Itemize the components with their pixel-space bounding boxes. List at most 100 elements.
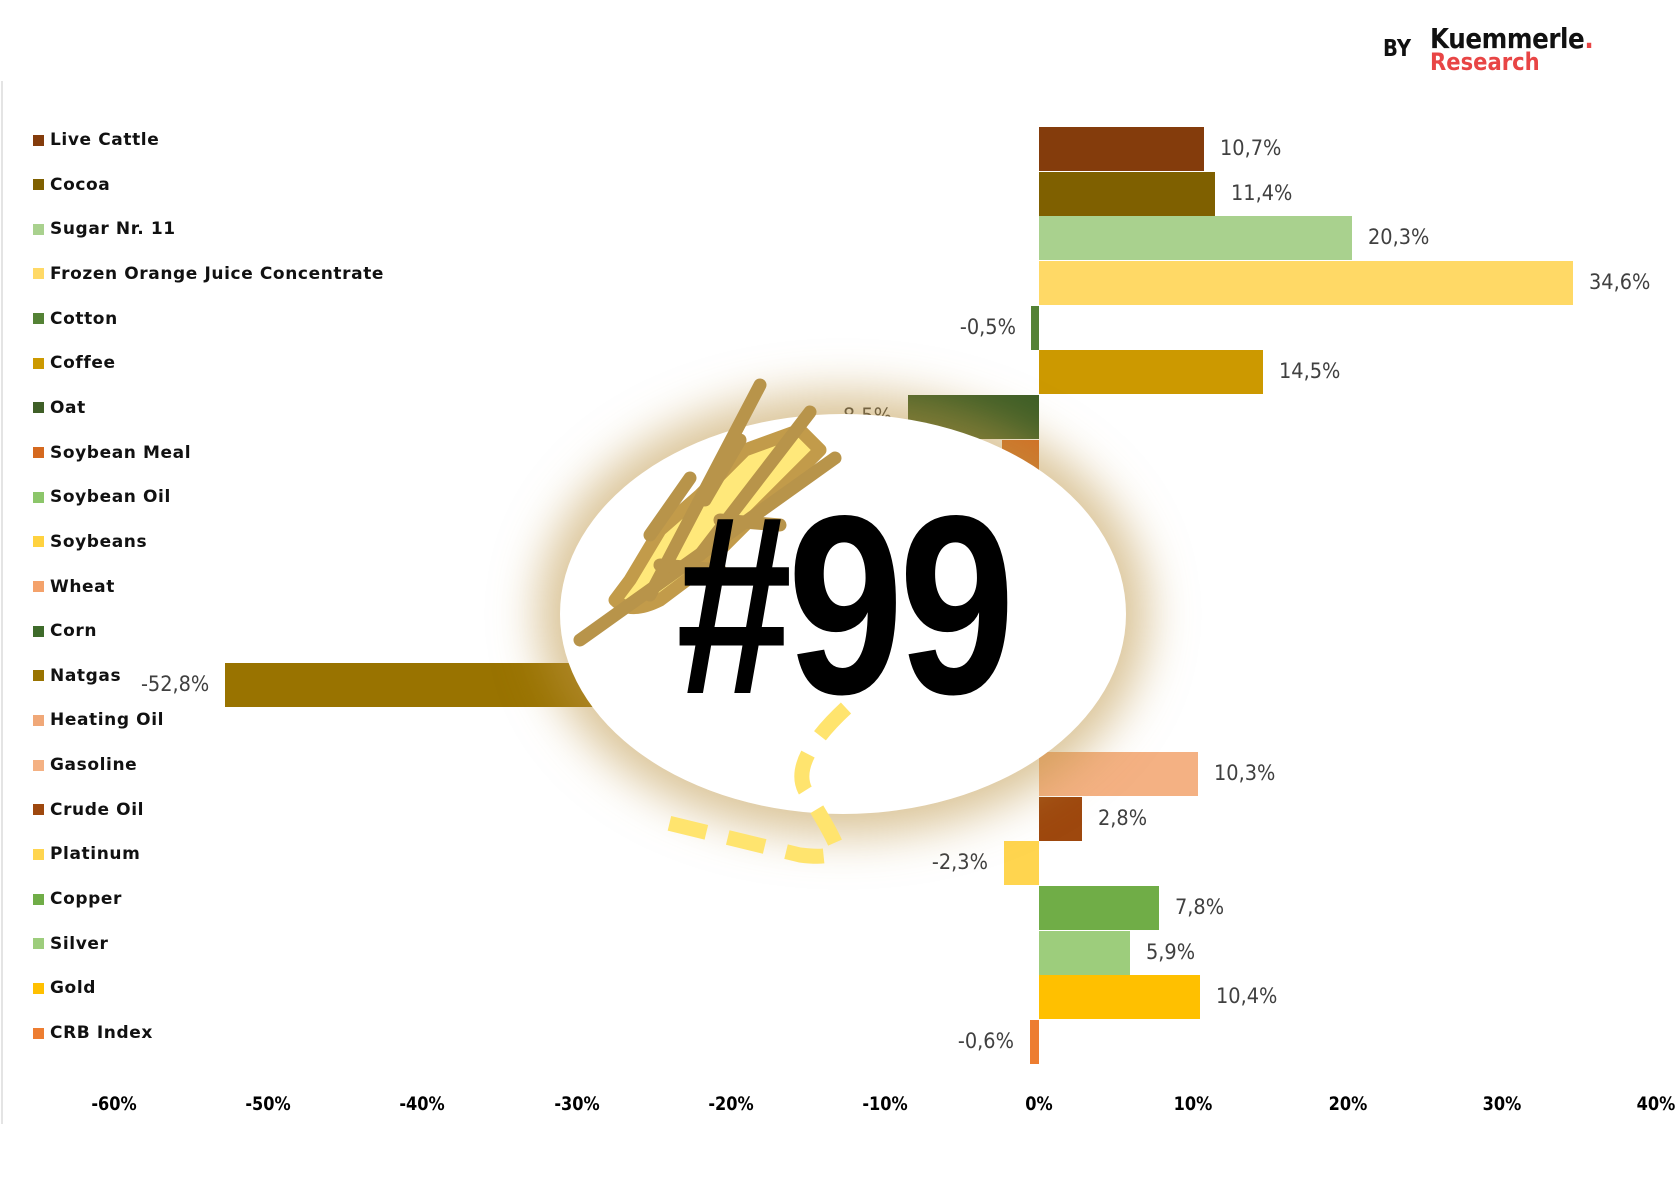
legend-item: Silver <box>33 932 109 956</box>
x-tick-label: 30% <box>1482 1093 1522 1115</box>
badge-number: #99 <box>676 463 1015 748</box>
legend-item: Cotton <box>33 307 118 331</box>
data-label: 10,7% <box>1220 136 1282 160</box>
bar <box>1039 216 1353 261</box>
logo-dot: . <box>1584 22 1594 55</box>
x-tick-label: 40% <box>1636 1093 1676 1115</box>
bar <box>1039 752 1198 797</box>
legend-item: Soybean Meal <box>33 441 191 465</box>
legend-swatch <box>33 982 44 994</box>
x-tick-label: -40% <box>399 1093 446 1115</box>
bar <box>1003 841 1040 886</box>
legend-swatch <box>33 402 44 414</box>
legend-item: Sugar Nr. 11 <box>33 217 176 241</box>
legend-swatch <box>33 804 44 816</box>
data-label: 10,3% <box>1214 761 1276 786</box>
legend-item: Copper <box>33 887 122 911</box>
legend-swatch <box>33 313 44 325</box>
legend-label: Wheat <box>50 576 115 597</box>
legend-item: CRB Index <box>33 1021 153 1045</box>
legend-label: Heating Oil <box>50 710 165 731</box>
legend-item: Crude Oil <box>33 798 144 822</box>
legend-label: Frozen Orange Juice Concentrate <box>50 263 385 284</box>
legend-swatch <box>33 670 44 682</box>
frame-border <box>1 81 3 1124</box>
bar <box>1029 1020 1040 1064</box>
data-label: -52,8% <box>140 671 210 696</box>
legend-swatch <box>33 179 44 191</box>
legend-label: Soybean Oil <box>50 487 171 508</box>
logo-sub: Research <box>1430 48 1540 76</box>
data-label: -0,5% <box>959 314 1016 339</box>
logo-name-text: Kuemmerle <box>1430 22 1585 55</box>
legend-swatch <box>33 581 44 592</box>
legend-label: Coffee <box>50 353 116 374</box>
legend-label: Platinum <box>50 844 141 865</box>
legend-swatch <box>33 1027 44 1039</box>
legend-item: Cocoa <box>33 173 110 197</box>
legend-item: Wheat <box>33 575 115 599</box>
legend-item: Soybeans <box>33 530 147 554</box>
bar <box>1031 305 1040 350</box>
x-tick-label: -10% <box>862 1093 908 1115</box>
legend-swatch <box>33 893 44 905</box>
legend-item: Platinum <box>33 842 140 866</box>
logo-by: BY <box>1383 36 1411 62</box>
legend-swatch <box>33 357 44 369</box>
bar <box>1039 171 1215 216</box>
data-label: -2,3% <box>931 850 988 875</box>
legend-item: Soybean Oil <box>33 485 171 509</box>
data-label: 2,8% <box>1098 805 1148 830</box>
legend-swatch <box>33 848 44 860</box>
bar <box>1039 930 1131 975</box>
legend-label: Crude Oil <box>50 799 145 820</box>
legend-label: Soybean Meal <box>50 442 192 463</box>
legend-label: Live Cattle <box>50 130 160 150</box>
legend-label: Soybeans <box>50 531 148 552</box>
data-label: 5,9% <box>1146 939 1196 964</box>
legend-swatch <box>33 491 44 503</box>
legend-label: Sugar Nr. 11 <box>50 219 176 240</box>
legend-item: Coffee <box>33 351 116 375</box>
legend-swatch <box>33 536 44 548</box>
data-label: 34,6% <box>1588 269 1651 294</box>
bar <box>1039 975 1200 1020</box>
legend-label: Oat <box>50 397 86 418</box>
bar <box>1039 886 1160 931</box>
data-label: 10,4% <box>1215 984 1277 1009</box>
x-tick-label: -50% <box>245 1093 291 1115</box>
legend-item: Corn <box>33 619 97 643</box>
bar <box>1039 260 1573 305</box>
legend-label: Cocoa <box>50 174 111 195</box>
x-tick-label: 0% <box>1025 1093 1053 1115</box>
legend-swatch <box>33 447 44 459</box>
legend-swatch <box>33 625 44 637</box>
x-tick-label: -20% <box>708 1093 754 1115</box>
bar <box>1039 796 1083 841</box>
legend-label: Gold <box>50 978 97 999</box>
legend-label: Cotton <box>50 308 118 329</box>
legend-item: Gasoline <box>33 753 137 777</box>
legend-swatch <box>33 759 44 771</box>
x-tick-label: -60% <box>91 1093 137 1115</box>
badge-ellipse <box>560 414 1126 814</box>
legend-swatch <box>33 714 44 726</box>
legend-swatch <box>33 134 44 146</box>
legend-label: Silver <box>50 933 109 954</box>
data-label: 7,8% <box>1175 895 1225 920</box>
bar <box>1039 350 1263 395</box>
legend-item: Oat <box>33 396 86 420</box>
legend-label: Gasoline <box>50 755 138 776</box>
legend-swatch <box>33 938 44 950</box>
data-label: 14,5% <box>1278 359 1341 384</box>
legend-item: Frozen Orange Juice Concentrate <box>33 262 384 286</box>
legend-label: CRB Index <box>50 1023 153 1043</box>
legend-swatch <box>33 268 44 280</box>
legend-label: Copper <box>50 889 123 910</box>
x-tick-label: -30% <box>553 1093 600 1115</box>
legend-item: Gold <box>33 976 96 1000</box>
x-tick-label: 20% <box>1328 1093 1367 1115</box>
stalk-dashed-line <box>666 702 852 864</box>
